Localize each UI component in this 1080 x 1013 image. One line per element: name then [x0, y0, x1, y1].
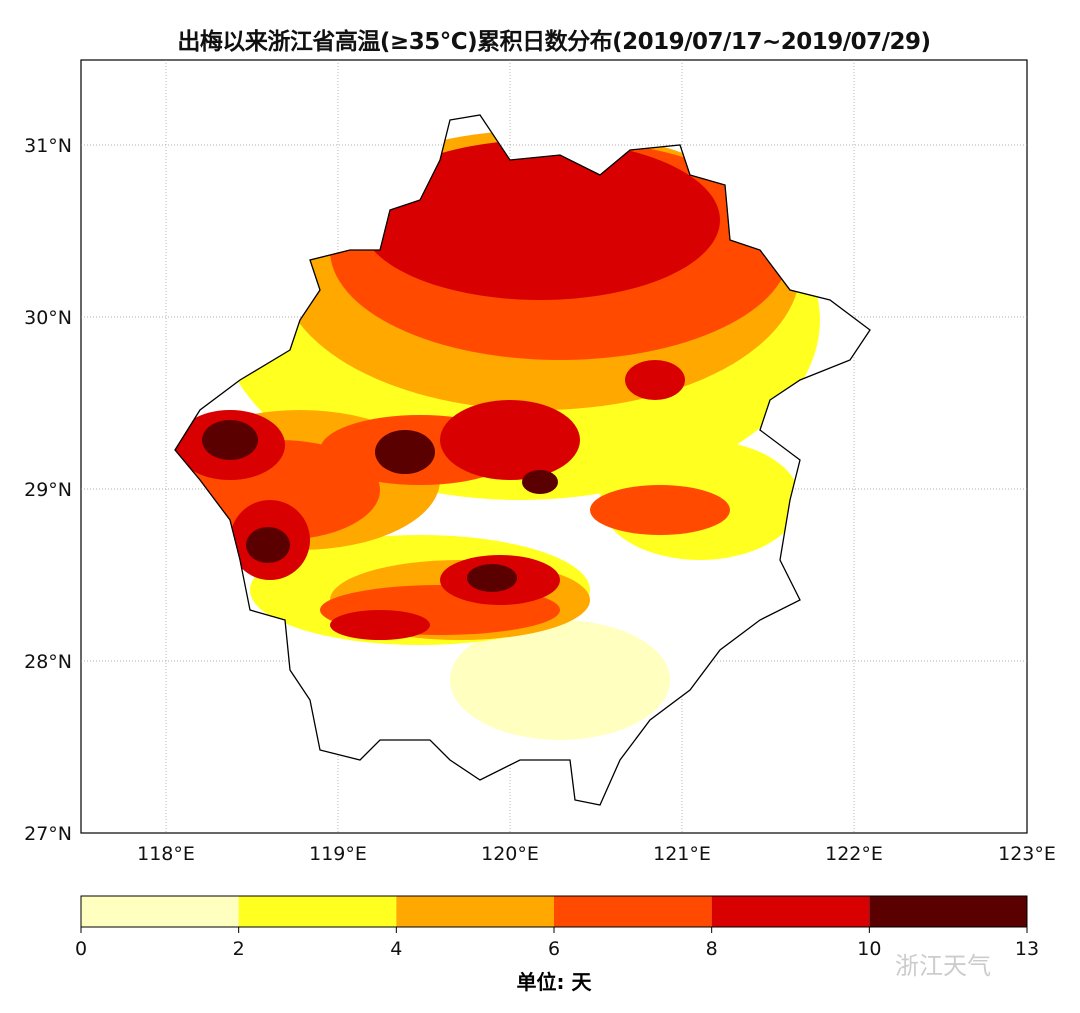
lat-label: 29°N [24, 479, 72, 501]
lon-label: 121°E [653, 843, 711, 865]
unit-label: 单位: 天 [516, 970, 592, 994]
colorbar-tick-label: 13 [1015, 938, 1039, 960]
lon-label: 120°E [481, 843, 539, 865]
map-title: 出梅以来浙江省高温(≥35°C)累积日数分布(2019/07/17~2019/0… [177, 29, 931, 55]
colorbar-segment [81, 896, 239, 927]
watermark: 浙江天气 [895, 952, 991, 980]
lat-label: 28°N [24, 651, 72, 673]
lat-labels: 31°N 30°N 29°N 28°N 27°N [24, 135, 72, 845]
colorbar-tick-label: 0 [75, 938, 87, 960]
colorbar-segment [396, 896, 554, 927]
lon-label: 118°E [137, 843, 195, 865]
colorbar [80, 895, 1028, 933]
lat-label: 27°N [24, 823, 72, 845]
colorbar-tick-label: 8 [706, 938, 718, 960]
colorbar-segment [238, 896, 397, 927]
colorbar-tick-label: 4 [390, 938, 402, 960]
lon-labels: 118°E 119°E 120°E 121°E 122°E 123°E [137, 843, 1056, 865]
colorbar-segment [554, 896, 712, 927]
lon-label: 123°E [998, 843, 1056, 865]
lat-label: 30°N [24, 307, 72, 329]
colorbar-tick-label: 6 [548, 938, 560, 960]
lon-label: 122°E [825, 843, 883, 865]
colorbar-ticks: 0 2 4 6 8 10 13 [75, 938, 1039, 960]
lon-label: 119°E [309, 843, 367, 865]
colorbar-segment [711, 896, 870, 927]
colorbar-tick-label: 10 [857, 938, 881, 960]
colorbar-segment [869, 896, 1027, 927]
lat-label: 31°N [24, 135, 72, 157]
colorbar-tick-label: 2 [233, 938, 245, 960]
